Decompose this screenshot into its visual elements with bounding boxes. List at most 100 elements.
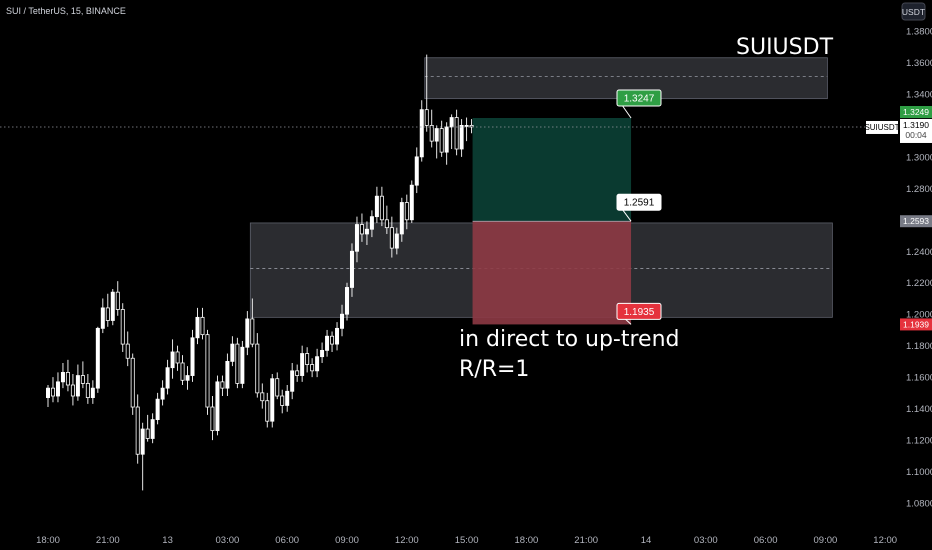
- candle-up: [414, 156, 419, 186]
- target-label[interactable]: 1.3247: [616, 89, 662, 107]
- candle-down: [180, 362, 185, 381]
- candle-down: [439, 128, 444, 153]
- candle-up: [335, 327, 340, 345]
- symbol-price-label-text: SUIUSDT: [864, 123, 899, 132]
- current-price-marker: 1.3190 00:04: [900, 118, 932, 143]
- y-tick-label: 1.0800: [906, 499, 932, 510]
- candle-up: [369, 216, 374, 230]
- candle-down: [424, 109, 429, 126]
- x-tick-label: 03:00: [216, 535, 240, 546]
- candle-up: [434, 128, 439, 142]
- currency-button[interactable]: USDT: [901, 2, 926, 21]
- candle-up: [290, 370, 295, 392]
- candle-down: [220, 381, 225, 389]
- entry-label[interactable]: 1.2591: [616, 193, 662, 211]
- x-tick-label: 12:00: [395, 535, 419, 546]
- y-tick-label: 1.1800: [906, 341, 932, 352]
- candle-up: [225, 360, 230, 389]
- candle-down: [70, 384, 75, 397]
- candle-down: [469, 125, 474, 128]
- stop-label[interactable]: 1.1935: [616, 302, 662, 320]
- x-tick-label: 09:00: [335, 535, 359, 546]
- candle-up: [215, 381, 220, 432]
- time-axis[interactable]: 18:00 21:00 13 03:00 06:00 09:00 12:00 15:00 18:…: [36, 535, 897, 546]
- candle-up: [90, 387, 95, 398]
- candle-up: [75, 375, 80, 397]
- candle-down: [80, 375, 85, 384]
- entry-label-text: 1.2591: [624, 198, 655, 209]
- candle-down: [115, 291, 120, 310]
- candle-down: [255, 343, 260, 394]
- candle-up: [459, 125, 464, 150]
- candle-up: [444, 126, 449, 153]
- y-tick-label: 1.3800: [906, 27, 932, 38]
- candle-down: [145, 428, 150, 439]
- x-tick-label: 14: [641, 535, 652, 546]
- candle-down: [310, 364, 315, 372]
- candle-up: [60, 372, 65, 383]
- x-tick-label: 18:00: [36, 535, 60, 546]
- candle-up: [195, 316, 200, 339]
- x-tick-label: 21:00: [574, 535, 598, 546]
- y-tick-label: 1.3400: [906, 89, 932, 100]
- candle-up: [344, 287, 349, 315]
- candle-up: [325, 335, 330, 351]
- candle-down: [275, 378, 280, 397]
- candle-down: [235, 343, 240, 384]
- symbol-title: SUIUSDT: [736, 35, 834, 60]
- countdown-text: 00:04: [905, 130, 927, 140]
- currency-button-label: USDT: [902, 7, 925, 17]
- candle-down: [85, 383, 90, 398]
- candle-up: [409, 184, 414, 221]
- y-tick-label: 1.3000: [906, 152, 932, 163]
- candle-down: [359, 224, 364, 235]
- candle-down: [120, 309, 125, 345]
- candle-down: [429, 125, 434, 142]
- candle-down: [250, 318, 255, 345]
- candle-down: [200, 316, 205, 336]
- candle-down: [210, 406, 215, 432]
- candle-up: [110, 291, 115, 321]
- candle-up: [364, 228, 369, 235]
- candle-down: [305, 353, 310, 365]
- candle-down: [454, 117, 459, 150]
- x-tick-label: 12:00: [873, 535, 897, 546]
- candle-up: [140, 428, 145, 455]
- y-tick-label: 1.2400: [906, 247, 932, 258]
- stop-price-marker-text: 1.1939: [903, 319, 929, 329]
- candle-up: [300, 353, 305, 376]
- candle-up: [374, 195, 379, 218]
- y-tick-label: 1.2200: [906, 278, 932, 289]
- y-tick-label: 1.1600: [906, 373, 932, 384]
- candle-up: [270, 378, 275, 422]
- stop-zone: [472, 221, 632, 325]
- candle-down: [295, 370, 300, 376]
- candles-layer: [46, 54, 474, 491]
- y-tick-label: 1.1000: [906, 467, 932, 478]
- candle-down: [260, 392, 265, 402]
- long-position-tool[interactable]: [472, 118, 632, 325]
- candle-up: [46, 387, 51, 398]
- candle-up: [399, 202, 404, 235]
- y-tick-label: 1.3600: [906, 58, 932, 69]
- chart-header-title: SUI / TetherUS, 15, BINANCE: [6, 6, 126, 16]
- candle-down: [265, 400, 270, 422]
- stop-label-text: 1.1935: [624, 307, 655, 318]
- x-tick-label: 21:00: [96, 535, 120, 546]
- candle-down: [125, 343, 130, 359]
- x-tick-label: 18:00: [515, 535, 539, 546]
- candle-up: [100, 307, 105, 329]
- candle-down: [130, 357, 135, 408]
- candle-down: [105, 307, 110, 321]
- annotation-line-2: R/R=1: [459, 357, 529, 382]
- candle-up: [349, 250, 354, 288]
- candle-down: [175, 351, 180, 364]
- candle-up: [150, 419, 155, 439]
- x-tick-label: 03:00: [694, 535, 718, 546]
- stop-price-marker: 1.1939: [900, 318, 932, 331]
- x-tick-label: 06:00: [275, 535, 299, 546]
- candle-down: [330, 335, 335, 345]
- y-tick-label: 1.2800: [906, 184, 932, 195]
